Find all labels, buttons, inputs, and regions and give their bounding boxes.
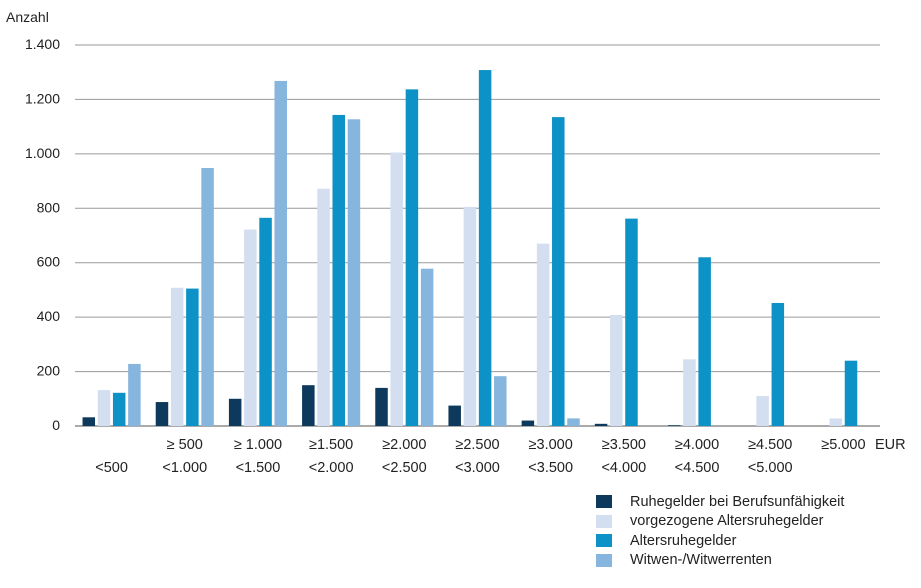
bar: [478, 70, 492, 426]
bar: [844, 360, 858, 426]
x-tick-label: ≥ 1.000: [234, 437, 282, 453]
x-tick-label: <2.500: [382, 460, 427, 476]
x-tick-label: <2.000: [309, 460, 354, 476]
bar: [82, 417, 96, 426]
x-tick-label: <4.500: [675, 460, 720, 476]
legend-swatch: [596, 534, 612, 548]
legend-item-altersruhegelder: Altersruhegelder: [596, 531, 844, 551]
legend-item-berufsunfaehigkeit: Ruhegelder bei Berufsunfähigkeit: [596, 492, 844, 512]
bar: [128, 363, 141, 426]
y-tick-label: 200: [37, 363, 61, 379]
x-tick-label: ≥2.500: [455, 437, 499, 453]
bar: [667, 425, 681, 426]
bar: [170, 287, 184, 426]
bar: [201, 168, 214, 426]
bar: [405, 89, 419, 426]
x-tick-label: <3.500: [528, 460, 573, 476]
y-axis: Anzahl 0 200 400 600 800 1.000 1.200 1.400: [6, 9, 60, 433]
x-tick-label: <1.500: [236, 460, 281, 476]
x-tick-label: <1.000: [162, 460, 207, 476]
bar: [536, 243, 550, 426]
y-tick-label: 400: [37, 308, 61, 324]
y-tick-label: 1.200: [25, 90, 60, 106]
bar: [610, 314, 623, 426]
bar: [594, 423, 608, 426]
bar: [552, 117, 565, 426]
legend-item-witwenrenten: Witwen-/Witwerrenten: [596, 551, 844, 571]
x-tick-label: ≥4.000: [675, 437, 719, 453]
bar: [420, 268, 434, 426]
bar: [112, 392, 126, 426]
legend-label: Witwen-/Witwerrenten: [630, 552, 772, 569]
legend: Ruhegelder bei Berufsunfähigkeit vorgezo…: [596, 492, 844, 570]
x-tick-label: ≥3.500: [602, 437, 646, 453]
x-tick-label: ≥3.000: [529, 437, 573, 453]
bar: [698, 257, 711, 426]
bar: [463, 206, 477, 426]
bar: [567, 418, 580, 426]
legend-swatch: [596, 514, 612, 528]
y-tick-label: 600: [37, 254, 61, 270]
bar: [375, 387, 388, 426]
bar: [228, 398, 242, 426]
legend-label: Ruhegelder bei Berufsunfähigkeit: [630, 493, 845, 510]
legend-item-vorgezogene: vorgezogene Altersruhegelder: [596, 512, 844, 532]
bar: [829, 418, 843, 426]
bar: [771, 302, 785, 426]
x-axis-unit-label: EUR: [875, 437, 906, 453]
y-axis-label: Anzahl: [6, 9, 49, 25]
y-tick-label: 800: [37, 199, 61, 215]
bar: [244, 229, 257, 426]
bar: [302, 385, 315, 426]
x-tick-label: <4.000: [601, 460, 646, 476]
y-tick-label: 0: [52, 417, 60, 433]
bar: [756, 396, 769, 426]
bar: [347, 119, 361, 427]
bar: [186, 288, 199, 426]
bar: [97, 390, 111, 426]
legend-swatch: [596, 495, 612, 509]
bar: [448, 405, 461, 426]
bar: [521, 420, 535, 426]
bar: [390, 152, 403, 426]
bars: [82, 70, 858, 427]
bar: [332, 114, 345, 427]
x-tick-label: ≥5.000: [821, 437, 865, 453]
bar: [683, 359, 696, 426]
x-tick-label: <5.000: [748, 460, 793, 476]
legend-swatch: [596, 553, 612, 567]
x-tick-label: ≥1.500: [309, 437, 353, 453]
x-tick-label: ≥2.000: [382, 437, 426, 453]
bar: [274, 80, 288, 427]
x-tick-label: <3.000: [455, 460, 500, 476]
x-axis: EUR <500 ≥ 500 <1.000 ≥ 1.000 <1.500 ≥1.500 <2…: [95, 437, 905, 476]
y-tick-label: 1.400: [25, 36, 60, 52]
legend-label: vorgezogene Altersruhegelder: [630, 513, 824, 530]
x-tick-label: ≥ 500: [167, 437, 203, 453]
legend-label: Altersruhegelder: [630, 532, 737, 549]
x-tick-label: ≥4.500: [748, 437, 792, 453]
bar: [625, 218, 638, 426]
bar: [317, 188, 330, 426]
y-tick-label: 1.000: [25, 145, 60, 161]
bar: [259, 217, 272, 426]
bar: [494, 376, 507, 426]
bar: [155, 402, 169, 426]
x-tick-label: <500: [95, 460, 128, 476]
